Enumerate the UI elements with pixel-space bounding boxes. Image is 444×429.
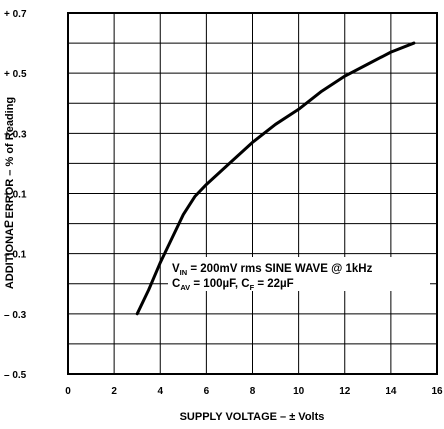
x-tick-label: 14 — [385, 386, 397, 397]
x-tick-label: 4 — [157, 386, 163, 397]
y-tick-label: + 0.5 — [4, 69, 27, 80]
y-axis: + 0.7 + 0.5 + 0.3 + 0.1 0 – 0.1 – 0.3 – 0.5 — [4, 9, 27, 381]
grid — [68, 13, 437, 374]
series-line — [135, 41, 416, 316]
y-tick-label: + 0.3 — [4, 129, 27, 140]
x-tick-label: 16 — [431, 386, 443, 397]
x-tick-label: 10 — [293, 386, 305, 397]
annotation-line-1: VIN = 200mV rms SINE WAVE @ 1kHz — [172, 263, 373, 277]
x-axis-label: SUPPLY VOLTAGE – ± Volts — [180, 411, 325, 423]
y-tick-label: – 0.1 — [4, 250, 27, 261]
annotation-background — [168, 257, 430, 291]
x-tick-label: 6 — [204, 386, 210, 397]
y-tick-label: 0 — [4, 220, 10, 231]
y-tick-label: + 0.1 — [4, 190, 27, 201]
annotation-line-2: CAV = 100µF, CF = 22µF — [172, 278, 294, 292]
y-tick-label: + 0.7 — [4, 9, 27, 20]
x-tick-label: 2 — [111, 386, 117, 397]
x-tick-label: 8 — [250, 386, 256, 397]
y-tick-label: – 0.5 — [4, 370, 27, 381]
plot-frame — [67, 12, 438, 375]
y-axis-label: ADDITIONAL ERROR – % of Reading — [4, 97, 16, 289]
x-axis: 0 2 4 6 8 10 12 14 16 — [65, 386, 443, 397]
series — [135, 41, 416, 316]
x-tick-label: 12 — [339, 386, 351, 397]
y-tick-label: – 0.3 — [4, 310, 27, 321]
x-tick-label: 0 — [65, 386, 71, 397]
